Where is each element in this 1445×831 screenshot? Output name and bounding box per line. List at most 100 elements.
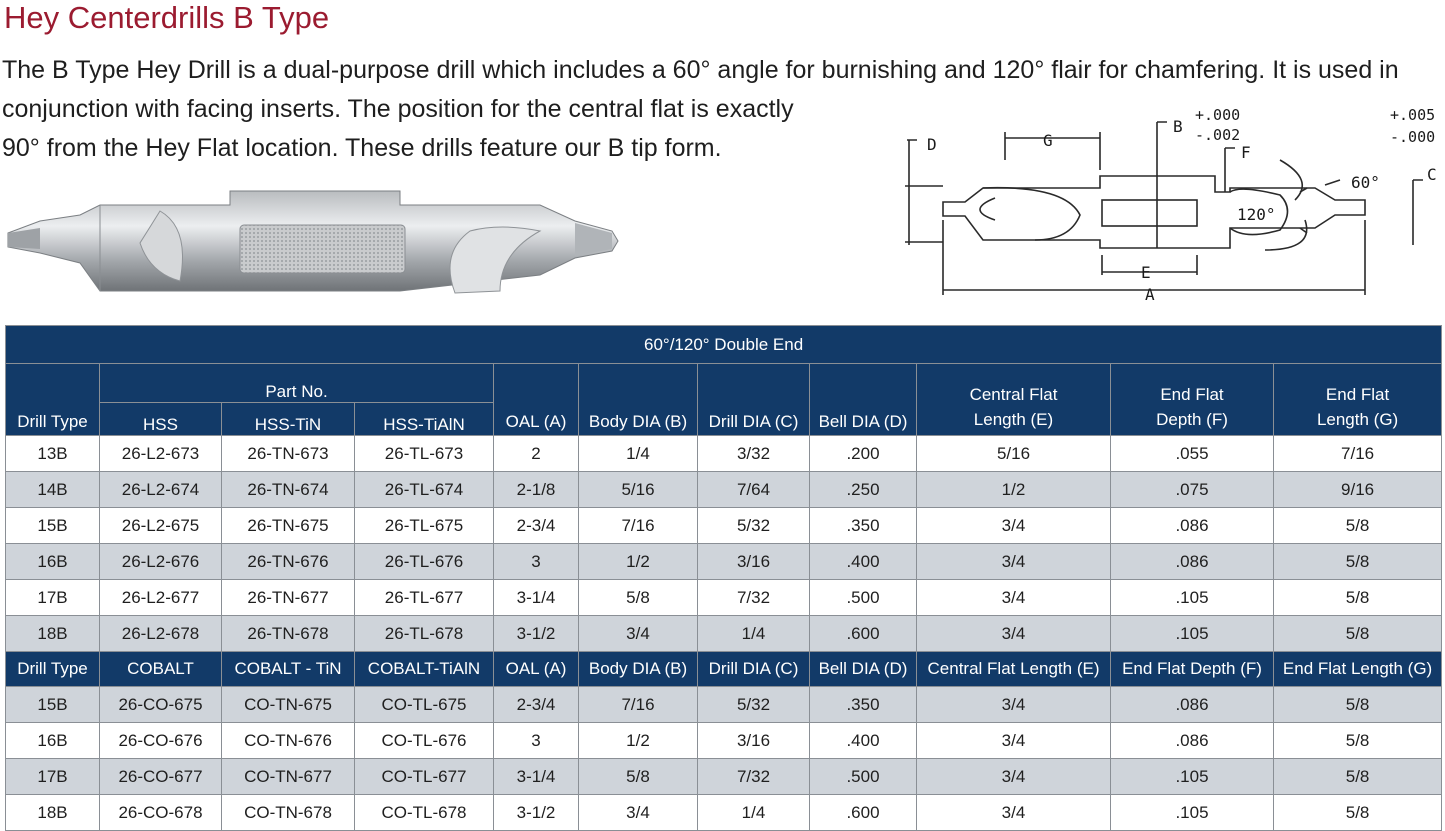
description-line-2: conjunction with facing inserts. The pos…: [2, 95, 794, 123]
table-cell: CO-TL-678: [354, 794, 494, 831]
table-row: 17B 26-L2-677 26-TN-677 26-TL-677 3-1/4 5/8 7/…: [5, 579, 1443, 616]
col2-central-flat: Central Flat Length (E): [916, 651, 1111, 687]
table-cell: 17B: [5, 758, 100, 795]
table-cell: 16B: [5, 722, 100, 759]
col-body-dia: Body DIA (B): [578, 363, 698, 436]
table-cell: 2-3/4: [493, 507, 579, 544]
col-oal: OAL (A): [493, 363, 579, 436]
table-cell: 1/4: [578, 435, 698, 472]
table-cell: 13B: [5, 435, 100, 472]
col-drill-dia: Drill DIA (C): [697, 363, 810, 436]
table-cell: 26-TL-677: [354, 579, 494, 616]
table-cell: 3/4: [916, 579, 1111, 616]
col2-end-flat-length: End Flat Length (G): [1272, 651, 1443, 687]
table-cell: 3-1/2: [493, 794, 579, 831]
col2-cobalt: COBALT: [99, 651, 222, 687]
table-cell: 5/16: [916, 435, 1111, 472]
col2-oal: OAL (A): [493, 651, 579, 687]
table-cell: 26-TL-673: [354, 435, 494, 472]
table-cell: .075: [1110, 471, 1274, 508]
col2-end-flat-depth: End Flat Depth (F): [1110, 651, 1274, 687]
table-row: 15B 26-L2-675 26-TN-675 26-TL-675 2-3/4 7/16 5…: [5, 507, 1443, 544]
table-cell: .400: [809, 722, 917, 759]
table-cell: 3/4: [578, 794, 698, 831]
table-cell: 18B: [5, 615, 100, 652]
table-cell: 14B: [5, 471, 100, 508]
hss-rows: 13B 26-L2-673 26-TN-673 26-TL-673 2 1/4 3/32.2…: [5, 435, 1443, 652]
table-cell: 26-TL-678: [354, 615, 494, 652]
table-row: 13B 26-L2-673 26-TN-673 26-TL-673 2 1/4 3/32.2…: [5, 435, 1443, 472]
col-central-flat-l2: Length (E): [973, 410, 1054, 429]
table-cell: 3-1/4: [493, 579, 579, 616]
col-end-flat-length-l2: Length (G): [1316, 410, 1399, 429]
table-cell: CO-TN-675: [221, 686, 355, 723]
table-cell: 5/8: [1272, 615, 1443, 652]
table-cell: 3-1/2: [493, 615, 579, 652]
table-cell: 5/8: [1272, 794, 1443, 831]
table-cell: 26-TL-675: [354, 507, 494, 544]
table-row: 15B 26-CO-675 CO-TN-675 CO-TL-675 2-3/4 7/16 5…: [5, 686, 1443, 723]
col2-drill-dia: Drill DIA (C): [697, 651, 810, 687]
col2-drill-type: Drill Type: [5, 651, 100, 687]
table-cell: 26-CO-678: [99, 794, 222, 831]
table-cell: 26-L2-676: [99, 543, 222, 580]
spec-table: 60°/120° Double End Drill Type Part No. …: [4, 325, 1443, 831]
table-cell: 2-3/4: [493, 686, 579, 723]
table-cell: 1/2: [578, 543, 698, 580]
table-cell: .350: [809, 507, 917, 544]
table-cell: 7/64: [697, 471, 810, 508]
table-cell: 26-TL-674: [354, 471, 494, 508]
table-cell: CO-TL-675: [354, 686, 494, 723]
label-a: A: [1145, 285, 1155, 304]
table-cell: 3/4: [916, 507, 1111, 544]
table-cell: 5/16: [578, 471, 698, 508]
table-cell: 18B: [5, 794, 100, 831]
table-cell: 3/4: [916, 794, 1111, 831]
col-hss: HSS: [99, 402, 222, 436]
table-cell: 3: [493, 722, 579, 759]
label-60: 60°: [1351, 173, 1380, 192]
table-cell: 3/4: [916, 722, 1111, 759]
table-cell: .086: [1110, 722, 1274, 759]
tol-b-plus: +.000: [1195, 106, 1240, 124]
table-cell: 5/8: [1272, 543, 1443, 580]
label-g: G: [1043, 131, 1053, 150]
table-cell: 3/4: [578, 615, 698, 652]
table-cell: 9/16: [1272, 471, 1443, 508]
table-row: 18B 26-CO-678 CO-TN-678 CO-TL-678 3-1/2 3/4 1/…: [5, 794, 1443, 831]
table-cell: .200: [809, 435, 917, 472]
table-cell: 2-1/8: [493, 471, 579, 508]
label-b: B: [1173, 117, 1183, 136]
col2-cobalt-tialn: COBALT-TiAlN: [354, 651, 494, 687]
label-d: D: [927, 135, 937, 154]
table-cell: CO-TN-677: [221, 758, 355, 795]
table-cell: CO-TL-676: [354, 722, 494, 759]
drill-photo: [7, 190, 619, 294]
table-cell: CO-TN-676: [221, 722, 355, 759]
page-title: Hey Centerdrills B Type: [4, 0, 330, 35]
col-end-flat-depth-l2: Depth (F): [1156, 410, 1228, 429]
table-row: 16B 26-L2-676 26-TN-676 26-TL-676 3 1/2 3/16.4…: [5, 543, 1443, 580]
table-row: 18B 26-L2-678 26-TN-678 26-TL-678 3-1/2 3/4 1/…: [5, 615, 1443, 652]
col-bell-dia: Bell DIA (D): [809, 363, 917, 436]
table-cell: CO-TN-678: [221, 794, 355, 831]
table-row: 16B 26-CO-676 CO-TN-676 CO-TL-676 3 1/2 3/16.4…: [5, 722, 1443, 759]
tol-b-minus: -.002: [1195, 126, 1240, 144]
table-cell: 26-L2-678: [99, 615, 222, 652]
table-cell: 26-TN-675: [221, 507, 355, 544]
col-end-flat-depth: End Flat Depth (F): [1110, 363, 1274, 436]
table-cell: 3/16: [697, 543, 810, 580]
col-hss-tin: HSS-TiN: [221, 402, 355, 436]
table-cell: 5/8: [1272, 758, 1443, 795]
label-f: F: [1241, 143, 1251, 162]
table-cell: .105: [1110, 758, 1274, 795]
table-cell: 26-TL-676: [354, 543, 494, 580]
table-cell: .105: [1110, 615, 1274, 652]
table-cell: 5/8: [1272, 579, 1443, 616]
table-cell: 3/4: [916, 543, 1111, 580]
label-c: C: [1427, 165, 1437, 184]
col-end-flat-depth-l1: End Flat: [1160, 385, 1224, 404]
table-cell: 26-L2-677: [99, 579, 222, 616]
drill-dimension-diagram: D G B +.000 -.002 F +.005 -.000 C 60° 12…: [905, 106, 1437, 304]
tol-c-plus: +.005: [1390, 106, 1435, 124]
